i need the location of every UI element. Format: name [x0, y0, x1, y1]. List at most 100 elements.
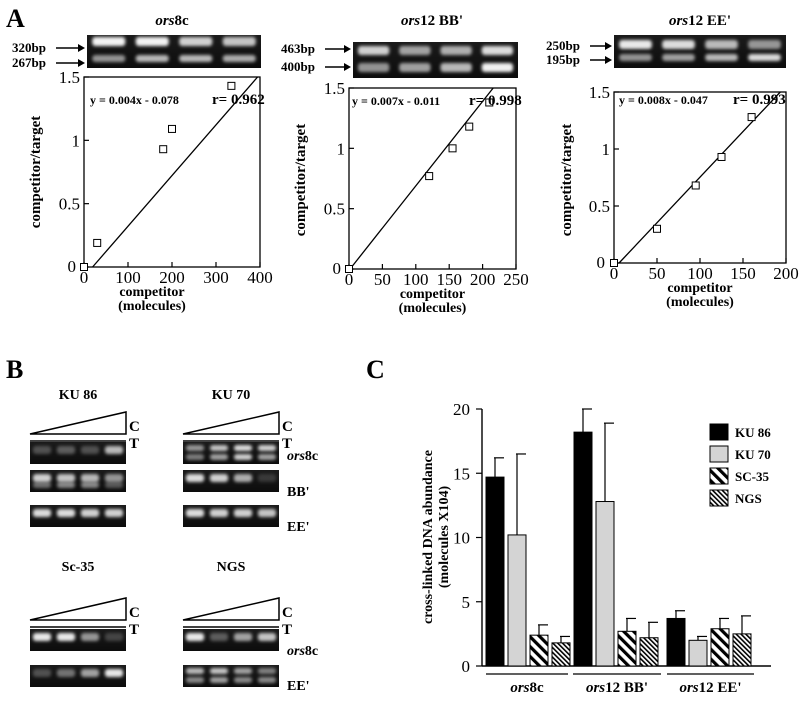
- gel-group-3-row-1-gel-band-1: [56, 633, 76, 641]
- gel-group-2-row-3-gel-band-2: [233, 509, 253, 517]
- gel-group-2-row-1-gel-band-5: [209, 454, 229, 460]
- legend-label-4: NGS: [735, 491, 762, 506]
- gel-group-2-row-2-gel-band-0: [185, 474, 205, 482]
- calibration-2-ytick-label-0: 0: [333, 259, 342, 278]
- gel-group-1-row-2-gel-band-7: [104, 482, 124, 488]
- gel-group-3-row-1-gel-band-2: [80, 633, 100, 641]
- gel-group-1-competitor-wedge: [29, 411, 127, 435]
- calibration-1-xtick-label-1: 100: [115, 268, 141, 287]
- calibration-2-point-0: [345, 265, 353, 273]
- calibration-3-point-0: [610, 259, 618, 267]
- gel-group-1-row-2-gel-band-0: [32, 474, 52, 482]
- gel-group-2-row-3-gel-band-3: [257, 509, 277, 517]
- gel-row-label-ors8c-top-italic: ors: [287, 449, 305, 464]
- calibration-1-xtick-label-4: 400: [247, 268, 273, 287]
- calibration-3-point-4: [747, 113, 756, 122]
- calibration-1-title: ors8c: [155, 13, 189, 29]
- gel-group-2-row-3-gel-band-1: [209, 509, 229, 517]
- gel-group-3-row-2-gel-background: [30, 665, 126, 687]
- gel-group-1-t-label: T: [129, 436, 139, 452]
- category-label-2-italic: ors: [586, 680, 605, 696]
- gel-group-2-row-3-gel-band-0: [185, 509, 205, 517]
- gel-row-label-ors8c-bottom: ors8c: [287, 644, 318, 659]
- gel-group-4-row-2-gel-band-6: [233, 677, 253, 683]
- category-label-2-rest: 12 BB': [605, 680, 648, 696]
- calibration-1-ytick-label-3: 1.5: [59, 68, 80, 87]
- bar-ku-86-1: [485, 476, 505, 667]
- calibration-2-gel-band-6: [440, 63, 472, 72]
- gel-group-2-row-1-gel-band-1: [209, 445, 229, 451]
- calibration-2-xtick-label-2: 100: [403, 270, 429, 289]
- calibration-1-gel-band-7: [222, 55, 256, 62]
- gel-group-2-competitor-wedge: [182, 411, 280, 435]
- gel-group-3-row-2-gel-band-3: [104, 669, 124, 677]
- bar-ku-86-2: [573, 431, 593, 667]
- calibration-1-equation: y = 0.004x - 0.078: [90, 93, 179, 107]
- calibration-1-point-1: [93, 238, 102, 247]
- calibration-3-point-2: [691, 181, 700, 190]
- gel-group-1-row-3-gel-band-3: [104, 509, 124, 517]
- calibration-2-title: ors12 BB': [401, 13, 463, 29]
- bar-sc-35-2: [617, 630, 637, 667]
- panel-label-b: B: [6, 355, 23, 384]
- calibration-2-xtick-label-5: 250: [503, 270, 529, 289]
- gel-group-2-row-2-gel-background: [183, 470, 279, 492]
- gel-group-2-t-label: T: [282, 436, 292, 452]
- gel-group-2-row-1-gel-band-4: [185, 454, 205, 460]
- calibration-1-band-arrowhead-1: [78, 44, 85, 52]
- gel-group-2-c-label: C: [282, 419, 293, 435]
- calibration-3-gel-band-3: [748, 40, 781, 49]
- gel-group-4-row-2-gel-band-4: [185, 677, 205, 683]
- calibration-2-gel-band-1: [399, 46, 431, 55]
- gel-group-1-row-3-gel-band-2: [80, 509, 100, 517]
- panel-c-bar-chart: 0 5 10 15 20 cross-linked DNA abundance (molec…: [421, 400, 771, 696]
- gel-group-3-c-label: C: [129, 605, 140, 621]
- calibration-3-gel-band-2: [705, 40, 738, 49]
- gel-group-1-row-2-gel-band-2: [80, 474, 100, 482]
- gel-row-label-ors8c-bottom-italic: ors: [287, 644, 305, 659]
- calibration-3-xlabel-line1: competitor: [667, 281, 732, 296]
- calibration-3-title-italic: ors: [669, 13, 688, 29]
- gel-group-4-row-2-gel: [183, 665, 279, 687]
- gel-group-1-title: KU 86: [59, 388, 98, 403]
- gel-group-2-title: KU 70: [212, 388, 251, 403]
- gel-group-1-row-1-gel: [30, 442, 126, 464]
- gel-group-4-row-1-gel-band-0: [185, 633, 205, 641]
- gel-group-3-title: Sc-35: [62, 560, 95, 575]
- calibration-2-band-arrowhead-2: [344, 63, 351, 71]
- panel-label-c: C: [366, 355, 385, 384]
- calibration-3-band-label-1: 250bp: [546, 38, 580, 53]
- calibration-3-band-label-2: 195bp: [546, 52, 580, 67]
- calibration-2-ylabel: competitor/target: [293, 124, 309, 236]
- category-label-3-rest: 12 EE': [699, 680, 742, 696]
- legend-swatch-3: [709, 467, 729, 485]
- gel-group-1-row-1-gel-band-1: [56, 446, 76, 454]
- gel-group-1-row-2-gel: [30, 470, 126, 492]
- category-label-1-italic: ors: [510, 680, 529, 696]
- calibration-3-xlabel-line2: (molecules): [666, 295, 734, 310]
- gel-group-3-row-1-gel-band-3: [104, 633, 124, 641]
- gel-group-4-row-1-gel-band-3: [257, 633, 277, 641]
- bar-ku-70-2: [595, 501, 615, 667]
- calibration-2-band-label-2: 400bp: [281, 59, 315, 74]
- gel-group-4-t-label: T: [282, 622, 292, 638]
- gel-group-4-row-1-gel-band-2: [233, 633, 253, 641]
- bar-ytick-label-3: 15: [453, 464, 470, 483]
- gel-group-1-c-label: C: [129, 419, 140, 435]
- gel-group-1-row-2-gel-band-5: [56, 482, 76, 488]
- gel-group-1-row-1-gel-band-2: [80, 446, 100, 454]
- calibration-2-equation: y = 0.007x - 0.011: [352, 94, 440, 108]
- gel-group-4-row-2-gel-band-1: [209, 668, 229, 674]
- calibration-1-gel-band-2: [179, 37, 213, 46]
- calibration-2-gel: [353, 42, 518, 78]
- calibration-1-gel-band-1: [135, 37, 169, 46]
- calibration-3-point-1: [653, 224, 661, 233]
- gel-group-4-row-1-gel-background: [183, 629, 279, 651]
- calibration-2-gel-band-3: [481, 46, 514, 55]
- gel-group-3-row-1-gel-band-0: [32, 633, 52, 641]
- panel-label-a: A: [6, 4, 25, 33]
- gel-group-4-row-2-gel-band-3: [257, 668, 277, 674]
- gel-row-label-ors8c-bottom-rest: 8c: [305, 644, 318, 659]
- calibration-3-fit-line: [618, 91, 781, 264]
- legend-swatch-4: [709, 489, 729, 507]
